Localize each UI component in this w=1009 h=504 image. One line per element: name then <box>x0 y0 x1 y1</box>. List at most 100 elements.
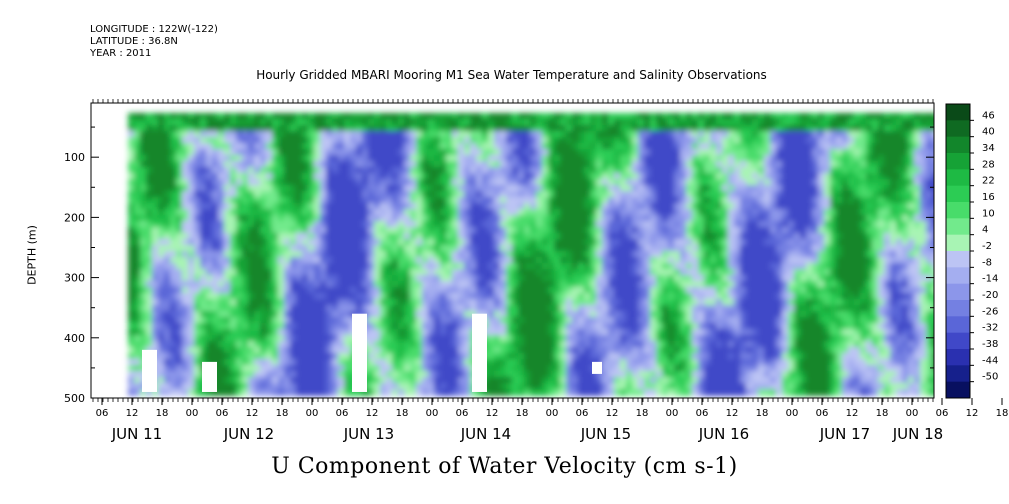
heatmap-cell <box>314 299 321 306</box>
heatmap-cell <box>734 191 741 198</box>
heatmap-cell <box>254 389 261 396</box>
heatmap-cell <box>662 143 669 150</box>
heatmap-cell <box>158 119 165 126</box>
heatmap-cell <box>272 209 279 216</box>
heatmap-cell <box>494 317 501 324</box>
heatmap-cell <box>146 221 153 228</box>
heatmap-cell <box>374 203 381 210</box>
heatmap-cell <box>578 281 585 288</box>
heatmap-cell <box>248 125 255 132</box>
heatmap-cell <box>158 161 165 168</box>
heatmap-cell <box>182 155 189 162</box>
heatmap-cell <box>296 305 303 312</box>
heatmap-cell <box>326 125 333 132</box>
heatmap-cell <box>410 131 417 138</box>
heatmap-cell <box>158 167 165 174</box>
heatmap-cell <box>272 311 279 318</box>
heatmap-cell <box>296 137 303 144</box>
heatmap-cell <box>434 191 441 198</box>
heatmap-cell <box>488 293 495 300</box>
heatmap-cell <box>254 251 261 258</box>
heatmap-cell <box>248 161 255 168</box>
heatmap-cell <box>704 203 711 210</box>
heatmap-cell <box>488 377 495 384</box>
heatmap-cell <box>590 353 597 360</box>
heatmap-cell <box>434 131 441 138</box>
heatmap-cell <box>260 317 267 324</box>
heatmap-cell <box>734 239 741 246</box>
heatmap-cell <box>452 113 459 120</box>
heatmap-cell <box>548 161 555 168</box>
heatmap-cell <box>182 161 189 168</box>
heatmap-cell <box>710 371 717 378</box>
heatmap-cell <box>416 191 423 198</box>
heatmap-cell <box>674 269 681 276</box>
heatmap-cell <box>734 155 741 162</box>
heatmap-cell <box>542 275 549 282</box>
heatmap-cell <box>344 233 351 240</box>
heatmap-cell <box>590 329 597 336</box>
heatmap-cell <box>632 293 639 300</box>
heatmap-cell <box>392 275 399 282</box>
heatmap-cell <box>380 215 387 222</box>
heatmap-cell <box>380 131 387 138</box>
heatmap-cell <box>656 317 663 324</box>
heatmap-cell <box>644 353 651 360</box>
heatmap-cell <box>452 263 459 270</box>
heatmap-cell <box>434 119 441 126</box>
heatmap-cell <box>254 281 261 288</box>
heatmap-cell <box>614 167 621 174</box>
heatmap-cell <box>380 155 387 162</box>
heatmap-cell <box>332 335 339 342</box>
heatmap-cell <box>488 167 495 174</box>
heatmap-cell <box>518 383 525 390</box>
heatmap-cell <box>464 221 471 228</box>
heatmap-cell <box>248 149 255 156</box>
heatmap-cell <box>680 341 687 348</box>
heatmap-cell <box>746 311 753 318</box>
heatmap-cell <box>152 167 159 174</box>
heatmap-cell <box>458 317 465 324</box>
heatmap-cell <box>560 299 567 306</box>
heatmap-cell <box>368 173 375 180</box>
heatmap-cell <box>584 257 591 264</box>
heatmap-cell <box>632 245 639 252</box>
heatmap-cell <box>236 359 243 366</box>
heatmap-cell <box>476 167 483 174</box>
heatmap-cell <box>452 179 459 186</box>
heatmap-cell <box>500 191 507 198</box>
heatmap-cell <box>170 137 177 144</box>
heatmap-cell <box>236 353 243 360</box>
heatmap-cell <box>416 251 423 258</box>
heatmap-cell <box>638 245 645 252</box>
heatmap-cell <box>434 275 441 282</box>
heatmap-cell <box>224 341 231 348</box>
heatmap-cell <box>146 317 153 324</box>
heatmap-cell <box>314 341 321 348</box>
heatmap-cell <box>608 263 615 270</box>
heatmap-cell <box>248 359 255 366</box>
heatmap-cell <box>548 251 555 258</box>
heatmap-cell <box>566 269 573 276</box>
heatmap-cell <box>404 167 411 174</box>
heatmap-cell <box>194 377 201 384</box>
heatmap-cell <box>176 347 183 354</box>
heatmap-cell <box>134 263 141 270</box>
heatmap-cell <box>686 275 693 282</box>
heatmap-cell <box>548 371 555 378</box>
heatmap-cell <box>254 239 261 246</box>
heatmap-cell <box>674 305 681 312</box>
heatmap-cell <box>158 293 165 300</box>
heatmap-cell <box>692 281 699 288</box>
heatmap-cell <box>296 299 303 306</box>
heatmap-cell <box>758 239 765 246</box>
heatmap-cell <box>404 335 411 342</box>
heatmap-cell <box>710 131 717 138</box>
heatmap-cell <box>626 275 633 282</box>
heatmap-cell <box>224 185 231 192</box>
heatmap-cell <box>344 239 351 246</box>
heatmap-cell <box>752 197 759 204</box>
heatmap-cell <box>404 215 411 222</box>
heatmap-cell <box>548 197 555 204</box>
heatmap-cell <box>602 215 609 222</box>
